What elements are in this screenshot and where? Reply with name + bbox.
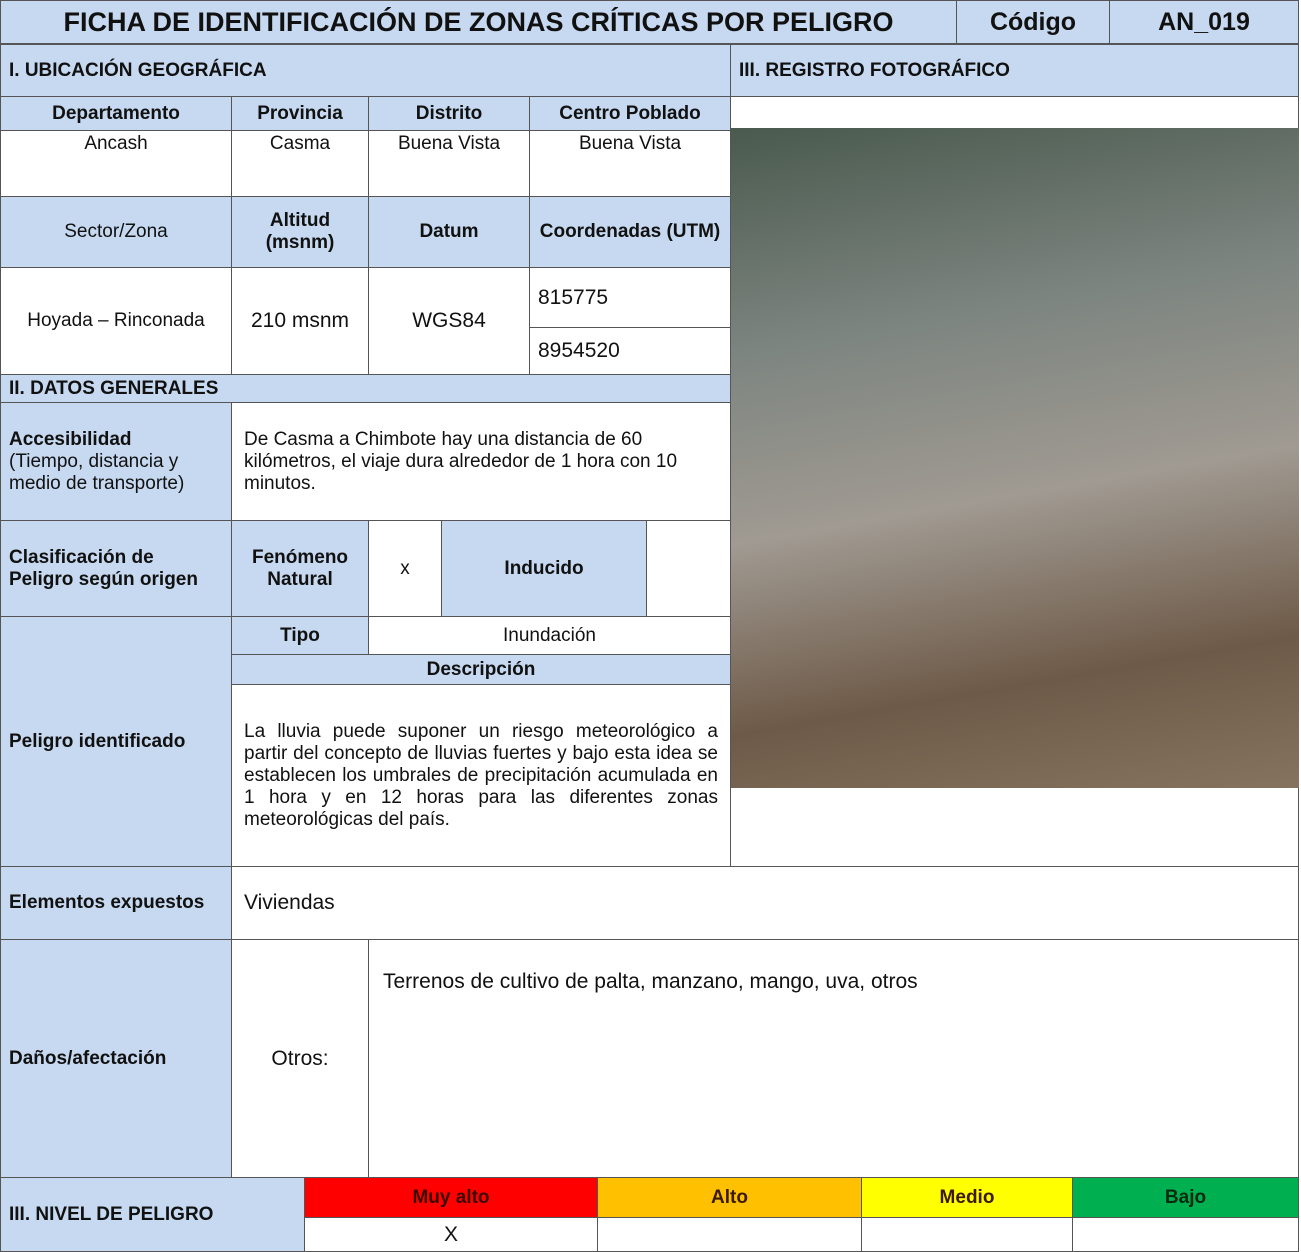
code-label: Código [956, 0, 1110, 44]
header-cell: Sector/Zona [0, 196, 232, 268]
label-cell: Tipo [231, 616, 369, 655]
value-cell: Casma [231, 130, 369, 197]
value-cell: WGS84 [368, 267, 530, 375]
level-label: Medio [861, 1177, 1073, 1218]
section-title: III. NIVEL DE PELIGRO [0, 1177, 305, 1252]
section-title: II. DATOS GENERALES [0, 374, 731, 403]
level-label: Bajo [1072, 1177, 1299, 1218]
label-cell: Fenómeno Natural [231, 520, 369, 617]
header-cell: Coordenadas (UTM) [529, 196, 731, 268]
label-cell: Descripción [231, 654, 731, 685]
label-sub: (Tiempo, distancia y medio de transporte… [9, 450, 185, 494]
level-mark [1072, 1217, 1299, 1252]
code: AN_019 [1109, 0, 1299, 44]
value-cell: Inundación [368, 616, 731, 655]
label-cell: Otros: [231, 939, 369, 1178]
label-cell: Peligro identificado [0, 616, 232, 867]
value-cell: 210 msnm [231, 267, 369, 375]
label-cell: Accesibilidad (Tiempo, distancia y medio … [0, 402, 232, 521]
header-cell: Datum [368, 196, 530, 268]
level-mark [861, 1217, 1073, 1252]
level-mark: X [304, 1217, 598, 1252]
value-cell: Buena Vista [529, 130, 731, 197]
header-cell: Centro Poblado [529, 96, 731, 131]
level-label: Alto [597, 1177, 862, 1218]
value-cell: 815775 [529, 267, 731, 328]
header-cell: Distrito [368, 96, 530, 131]
value-cell: Ancash [0, 130, 232, 197]
label-cell: Elementos expuestos [0, 866, 232, 940]
value-cell: Buena Vista [368, 130, 530, 197]
section-title: I. UBICACIÓN GEOGRÁFICA [0, 44, 731, 97]
mark-cell [646, 520, 731, 617]
label-cell: Inducido [441, 520, 647, 617]
label-cell: Clasificación de Peligro según origen [0, 520, 232, 617]
value-cell: Hoyada – Rinconada [0, 267, 232, 375]
text-cell: La lluvia puede suponer un riesgo meteor… [231, 684, 731, 867]
photo [731, 128, 1299, 788]
label: Accesibilidad [9, 428, 132, 450]
section-title: III. REGISTRO FOTOGRÁFICO [730, 44, 1299, 97]
header-cell: Provincia [231, 96, 369, 131]
header-cell: Departamento [0, 96, 232, 131]
header-cell: Altitud (msnm) [231, 196, 369, 268]
value-cell: Terrenos de cultivo de palta, manzano, m… [368, 939, 1299, 1178]
level-label: Muy alto [304, 1177, 598, 1218]
title: FICHA DE IDENTIFICACIÓN DE ZONAS CRÍTICA… [0, 0, 957, 44]
value-cell: Viviendas [231, 866, 1299, 940]
value-cell: 8954520 [529, 327, 731, 375]
label-cell: Daños/afectación [0, 939, 232, 1178]
mark-cell: x [368, 520, 442, 617]
level-mark [597, 1217, 862, 1252]
text-cell: De Casma a Chimbote hay una distancia de… [231, 402, 731, 521]
